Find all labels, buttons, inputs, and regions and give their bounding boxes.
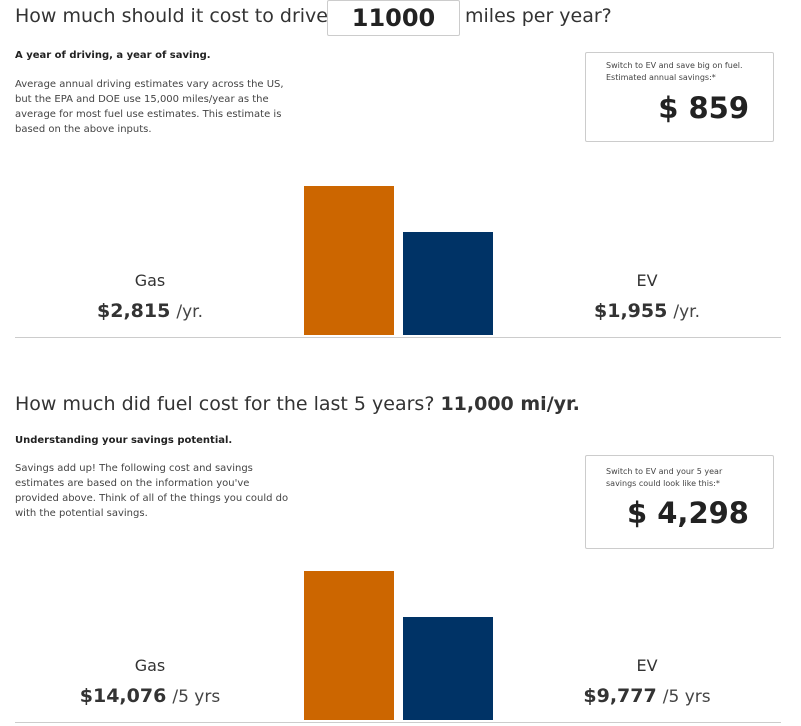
bar-name: Gas bbox=[134, 271, 166, 290]
savings-amount: $ 859 bbox=[658, 91, 749, 125]
savings-box: Switch to EV and your 5 year savings cou… bbox=[585, 455, 774, 549]
bar-name: EV bbox=[636, 656, 658, 675]
amount-value: $9,777 bbox=[583, 685, 657, 707]
amount-value: $2,815 bbox=[97, 300, 171, 322]
bar-name: Gas bbox=[134, 656, 166, 675]
savings-amount: $ 4,298 bbox=[626, 496, 749, 530]
amount: $2,815 /yr. bbox=[40, 300, 260, 322]
description: Average annual driving estimates vary ac… bbox=[15, 79, 284, 135]
amount-value: $1,955 bbox=[594, 300, 668, 322]
bar bbox=[304, 571, 394, 720]
bar bbox=[304, 186, 394, 335]
heading-end: miles per year? bbox=[465, 5, 612, 27]
amount-value: $14,076 bbox=[79, 685, 167, 707]
savings-caption: Switch to EV and your 5 year savings cou… bbox=[606, 467, 723, 488]
amount-unit: /5 yrs bbox=[662, 687, 711, 707]
subtitle: Understanding your savings potential. bbox=[15, 435, 233, 446]
amount-unit: /5 yrs bbox=[172, 687, 221, 707]
subtitle: A year of driving, a year of saving. bbox=[15, 50, 211, 61]
bar bbox=[403, 231, 493, 335]
bar bbox=[403, 616, 493, 720]
description: Savings add up! The following cost and s… bbox=[15, 463, 289, 519]
amount: $9,777 /5 yrs bbox=[537, 685, 757, 707]
savings-box: Switch to EV and save big on fuel. Estim… bbox=[585, 52, 774, 142]
bar-name: EV bbox=[636, 271, 658, 290]
divider bbox=[15, 337, 781, 338]
amount: $14,076 /5 yrs bbox=[40, 685, 260, 707]
amount-unit: /yr. bbox=[673, 302, 700, 322]
heading: How much did fuel cost for the last 5 ye… bbox=[15, 393, 580, 415]
miles-input[interactable]: 11000 bbox=[327, 0, 460, 36]
heading-text: How much did fuel cost for the last 5 ye… bbox=[15, 393, 435, 415]
divider bbox=[15, 722, 781, 723]
amount-unit: /yr. bbox=[176, 302, 203, 322]
savings-caption: Switch to EV and save big on fuel. Estim… bbox=[606, 61, 743, 82]
amount: $1,955 /yr. bbox=[537, 300, 757, 322]
heading-bold: 11,000 mi/yr. bbox=[440, 393, 580, 415]
heading: How much should it cost to drive bbox=[15, 5, 328, 27]
